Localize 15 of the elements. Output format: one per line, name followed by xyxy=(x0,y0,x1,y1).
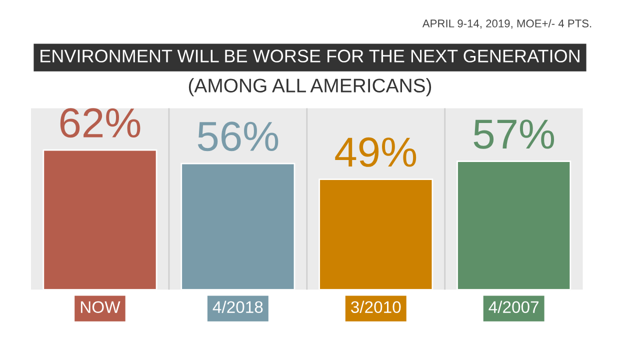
chart-subtitle: (AMONG ALL AMERICANS) xyxy=(188,78,432,96)
bar xyxy=(318,178,434,290)
data-label: 62% xyxy=(60,108,140,138)
data-label: 57% xyxy=(474,120,554,149)
bar xyxy=(180,162,296,290)
bar xyxy=(456,160,572,290)
text: APRIL 9-14, 2019, MOE+/- 4 PTS. xyxy=(422,19,592,29)
x-tick-label: NOW xyxy=(80,301,120,314)
x-tick-label: 3/2010 xyxy=(351,300,401,314)
bar xyxy=(42,149,158,290)
data-label: 49% xyxy=(335,137,416,167)
chart-title: ENVIRONMENT WILL BE WORSE FOR THE NEXT GENERATION xyxy=(40,50,580,62)
x-tick-label: 4/2007 xyxy=(488,300,538,314)
x-tick-label: 4/2018 xyxy=(212,300,263,314)
data-label: 56% xyxy=(198,122,278,152)
